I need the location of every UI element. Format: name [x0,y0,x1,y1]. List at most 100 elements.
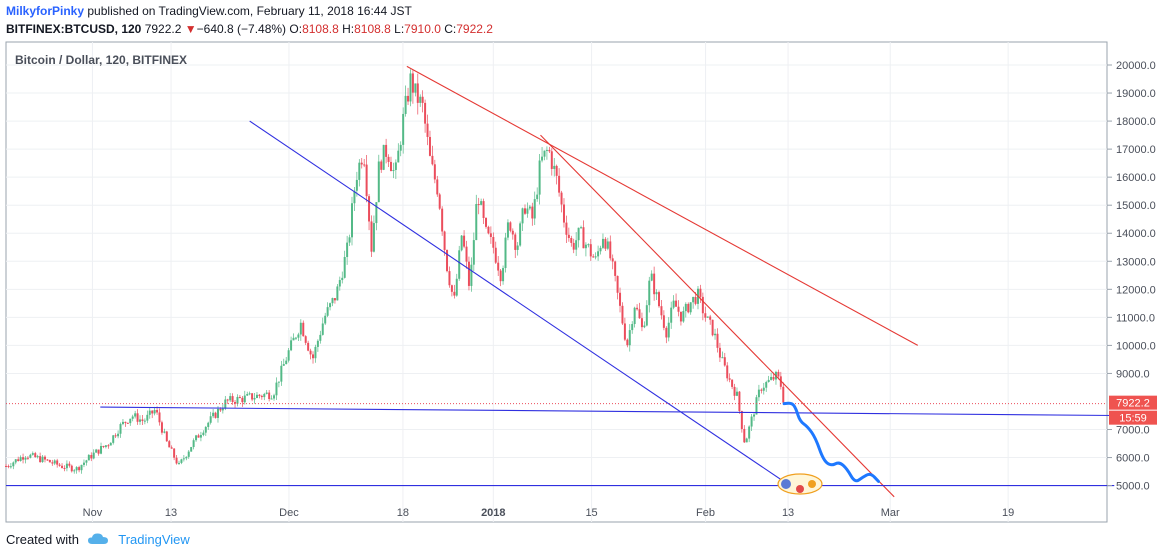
candle-body [567,234,570,239]
candle-body [550,151,553,169]
candle-body [433,164,436,180]
candle-body [745,438,748,443]
candle-body [394,162,397,170]
candle-body [56,460,59,465]
candle-body [382,144,385,170]
candle-body [770,376,773,380]
candle-body [107,445,110,447]
candle-body [321,323,324,335]
candle-body [65,463,68,469]
tradingview-cloud-icon [87,532,109,549]
candle-body [363,164,366,166]
candle-body [516,245,519,250]
candle-body [97,449,100,454]
candle-body [221,408,224,411]
candle-body [711,319,714,336]
candle-body [633,307,636,325]
candle-body [197,435,200,438]
candle-body [709,316,712,320]
candle-body [139,419,142,422]
candle-body [282,364,285,366]
candle-body [416,83,419,103]
candle-body [699,288,702,297]
candle-body [234,401,237,404]
candle-body [519,223,522,246]
price-chart[interactable]: Bitcoin / Dollar, 120, BITFINEX 20000.0 1… [0,40,1168,525]
candle-body [241,397,244,403]
candle-body [177,462,180,464]
candle-body [287,350,290,361]
candle-body [307,342,310,351]
candle-body [421,96,424,103]
candle-body [679,311,682,322]
candle-body [533,199,536,219]
candle-body [643,325,646,328]
candle-body [645,305,648,326]
y-tick-label: 19000.0 [1116,88,1156,100]
candle-body [614,261,617,276]
candle-body [143,420,146,422]
candle-body [728,378,731,380]
y-tick-label: 16000.0 [1116,172,1156,184]
candle-body [616,275,619,293]
chart-title: Bitcoin / Dollar, 120, BITFINEX [15,53,187,67]
y-tick-label: 13000.0 [1116,256,1156,268]
close-value: 7922.2 [456,22,493,36]
candle-body [165,431,168,442]
candle-body [760,389,763,391]
candle-body [536,194,539,200]
candle-body [360,162,363,165]
y-tick-label: 7000.0 [1116,425,1150,437]
low-label: L: [394,22,405,36]
y-tick-label: 6000.0 [1116,453,1150,465]
candle-body [331,298,334,304]
price-axis: 20000.0 19000.0 18000.0 17000.0 16000.0 15000… [1107,60,1156,493]
candle-body [404,95,407,114]
candle-body [767,379,770,383]
author-link[interactable]: MilkyforPinky [6,4,85,18]
tradingview-link[interactable]: TradingView [118,532,190,547]
candle-body [599,247,602,252]
candle-body [692,296,695,303]
candle-body [438,194,441,209]
candle-body [733,386,736,396]
candle-body [219,408,222,411]
candle-body [251,393,254,400]
low-value: 7910.0 [404,22,441,36]
candle-body [504,237,507,269]
candle-body [170,447,173,449]
candle-body [492,236,495,248]
candle-body [372,223,375,252]
candle-body [402,113,405,145]
candle-body [528,206,531,209]
candle-body [292,337,295,341]
candle-body [718,347,721,358]
candle-body [102,446,105,448]
candle-body [441,208,444,232]
candle-body [316,340,319,347]
candle-body [243,395,246,403]
candle-body [662,315,665,328]
event-marker-icon [777,473,823,495]
candle-body [606,241,609,249]
candle-body [87,455,90,461]
candle-body [626,339,629,346]
candle-body [365,164,368,197]
candle-body [726,365,729,379]
candle-body [521,208,524,224]
candle-body [151,410,154,414]
price-label: 7922.2 [1116,398,1150,410]
high-value: 8108.8 [354,22,391,36]
candle-body [611,258,614,262]
candle-body [772,376,775,380]
candle-body [195,435,198,441]
close-label: C: [444,22,457,36]
candle-body [411,73,414,93]
candle-body [460,235,463,251]
candle-body [558,175,561,193]
candle-body [134,413,137,417]
candle-body [187,451,190,457]
candle-body [326,307,329,316]
y-tick-label: 10000.0 [1116,340,1156,352]
symbol-name: BITFINEX:BTCUSD, 120 [6,22,142,36]
